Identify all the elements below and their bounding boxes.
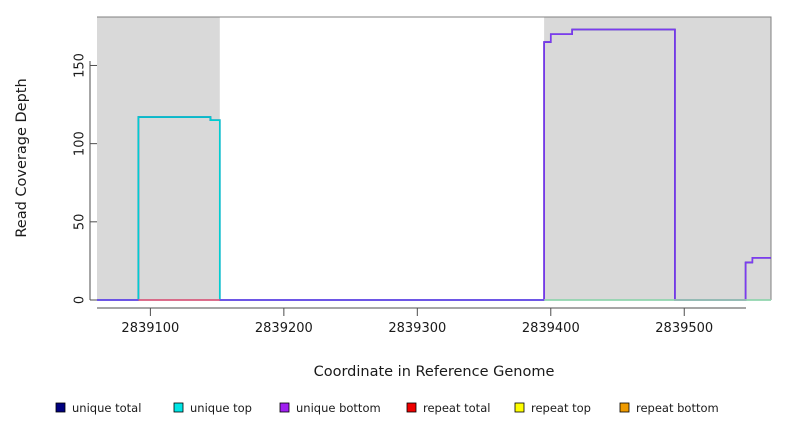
series-line-unique-bottom	[97, 28, 771, 301]
y-axis: 0 50 100 150	[73, 53, 97, 304]
x-axis: 2839100 2839200 2839300 2839400 2839500	[97, 307, 746, 336]
shaded-region-0	[97, 17, 220, 300]
series-line-unique-top	[97, 116, 771, 301]
legend-swatch-unique-top	[173, 402, 184, 413]
legend-label-repeat-bottom: repeat bottom	[636, 401, 719, 415]
shaded-regions	[97, 17, 771, 300]
y-tick-label-2: 100	[73, 131, 88, 156]
x-tick-label-4: 2839500	[655, 321, 713, 336]
shaded-region-1	[544, 17, 771, 300]
y-tick-label-3: 150	[73, 53, 88, 78]
x-tick-label-1: 2839200	[255, 321, 313, 336]
legend-label-repeat-top: repeat top	[531, 401, 591, 415]
legend-swatch-repeat-bottom	[619, 402, 630, 413]
legend-label-unique-top: unique top	[190, 401, 252, 415]
legend-swatch-repeat-top	[514, 402, 525, 413]
y-axis-ticks: 0 50 100 150	[73, 53, 97, 304]
legend-label-unique-total: unique total	[72, 401, 141, 415]
x-tick-label-3: 2839400	[522, 321, 580, 336]
x-axis-ticks: 2839100 2839200 2839300 2839400 2839500	[121, 308, 713, 336]
legend-label-repeat-total: repeat total	[423, 401, 490, 415]
y-tick-label-0: 0	[73, 296, 88, 304]
legend-label-unique-bottom: unique bottom	[296, 401, 381, 415]
x-tick-label-2: 2839300	[388, 321, 446, 336]
y-tick-label-1: 50	[73, 214, 88, 231]
plot-panel-frame	[97, 16, 772, 300]
x-axis-title: Coordinate in Reference Genome	[314, 364, 555, 380]
legend-swatch-repeat-total	[406, 402, 417, 413]
x-tick-label-0: 2839100	[121, 321, 179, 336]
data-series-group	[97, 28, 771, 301]
legend-swatch-unique-total	[55, 402, 66, 413]
legend: unique total unique top unique bottom repea…	[55, 401, 719, 415]
y-axis-title: Read Coverage Depth	[14, 78, 30, 237]
legend-swatch-unique-bottom	[279, 402, 290, 413]
